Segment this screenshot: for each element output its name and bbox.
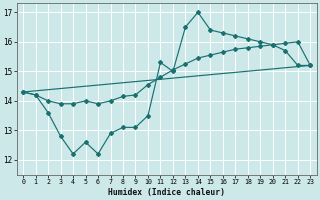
X-axis label: Humidex (Indice chaleur): Humidex (Indice chaleur) (108, 188, 225, 197)
